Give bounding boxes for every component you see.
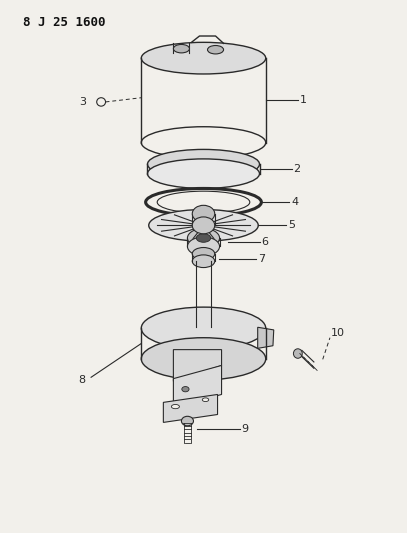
Text: 10: 10 [331,328,345,338]
Ellipse shape [192,255,215,268]
Ellipse shape [141,338,266,380]
Ellipse shape [202,398,209,401]
Ellipse shape [188,237,219,256]
Ellipse shape [196,320,211,335]
Text: 2: 2 [293,164,301,174]
Ellipse shape [182,416,193,426]
Ellipse shape [173,44,189,53]
Ellipse shape [208,45,223,54]
Polygon shape [173,350,221,381]
Text: 7: 7 [258,254,265,264]
Polygon shape [163,394,218,423]
Text: 5: 5 [289,220,295,230]
Ellipse shape [147,159,260,189]
Ellipse shape [192,217,215,234]
Text: 1: 1 [300,95,307,106]
Ellipse shape [196,234,211,243]
Ellipse shape [147,149,260,179]
Text: 3: 3 [79,97,87,107]
Text: 9: 9 [242,424,249,434]
Polygon shape [173,366,221,408]
Ellipse shape [188,229,219,247]
Polygon shape [258,327,274,349]
Ellipse shape [171,405,179,409]
Ellipse shape [149,209,258,241]
Ellipse shape [141,307,266,349]
Text: 4: 4 [291,197,299,207]
Text: 8 J 25 1600: 8 J 25 1600 [23,16,105,29]
Ellipse shape [192,205,215,222]
Text: 8: 8 [78,375,85,385]
Ellipse shape [293,349,302,358]
Ellipse shape [182,386,189,392]
Ellipse shape [141,42,266,74]
Ellipse shape [192,247,215,260]
Text: 6: 6 [262,237,269,247]
